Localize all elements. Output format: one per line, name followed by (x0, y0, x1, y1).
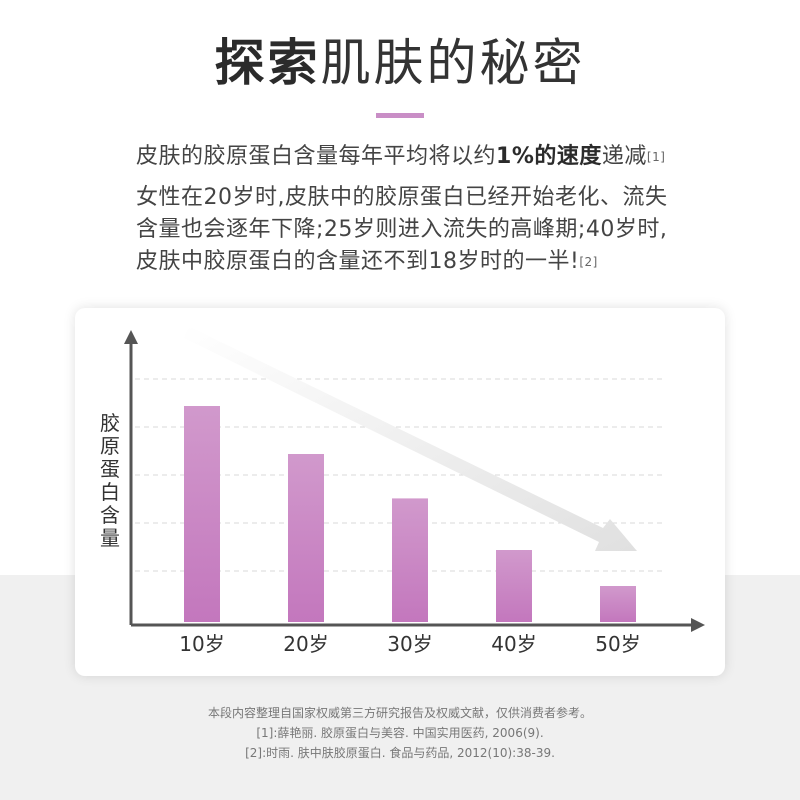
x-tick-label: 50岁 (595, 632, 640, 656)
x-tick-label: 20岁 (283, 632, 328, 656)
y-axis-label-char: 蛋 (100, 457, 120, 481)
y-axis-label-char: 白 (100, 480, 120, 504)
y-axis-label-char: 量 (100, 526, 120, 550)
intro-paragraph-text: 女性在20岁时,皮肤中的胶原蛋白已经开始老化、流失含量也会逐年下降;25岁则进入… (136, 185, 668, 274)
x-tick-label: 30岁 (387, 632, 432, 656)
bar-10岁 (184, 406, 220, 622)
y-axis-arrowhead (124, 330, 138, 344)
x-tick-labels: 10岁 20岁 30岁 40岁 50岁 (179, 632, 640, 656)
bar-30岁 (392, 498, 428, 622)
intro-paragraph: 女性在20岁时,皮肤中的胶原蛋白已经开始老化、流失含量也会逐年下降;25岁则进入… (136, 182, 676, 278)
y-axis-label-char: 原 (100, 434, 120, 458)
bar-20岁 (288, 454, 324, 622)
intro-line-bold: 1%的速度 (496, 144, 602, 169)
intro-line-pre: 皮肤的胶原蛋白含量每年平均将以约 (136, 144, 497, 169)
chart-card: 10岁 20岁 30岁 40岁 50岁 胶原蛋白含量 (75, 308, 725, 676)
intro-line: 皮肤的胶原蛋白含量每年平均将以约1%的速度递减[1] (136, 143, 676, 171)
title-light: 肌肤的秘密 (320, 34, 586, 92)
footer-ref-2: [2]:时雨. 肤中肤胶原蛋白. 食品与药品, 2012(10):38-39. (245, 746, 555, 760)
title-bold: 探索 (214, 34, 321, 92)
y-axis-label-char: 胶 (100, 411, 120, 435)
y-axis-label-char: 含 (100, 503, 120, 527)
footer-ref-1: [1]:薛艳丽. 胶原蛋白与美容. 中国实用医药, 2006(9). (256, 726, 544, 740)
intro-line-post: 递减 (601, 144, 647, 169)
bar-50岁 (600, 586, 636, 622)
bar-chart: 10岁 20岁 30岁 40岁 50岁 胶原蛋白含量 (100, 326, 705, 656)
footer-note: 本段内容整理自国家权威第三方研究报告及权威文献，仅供消费者参考。 (207, 706, 592, 720)
intro-ref-2: [2] (579, 255, 598, 269)
x-tick-label: 40岁 (491, 632, 536, 656)
bar-40岁 (496, 550, 532, 622)
axes (124, 330, 705, 632)
x-axis-arrowhead (691, 618, 705, 632)
x-tick-label: 10岁 (179, 632, 224, 656)
page-title: 探索肌肤的秘密 (0, 28, 800, 98)
title-underline (376, 113, 424, 118)
bars (184, 406, 636, 622)
trend-arrow (184, 326, 637, 551)
y-axis-label: 胶原蛋白含量 (100, 411, 120, 550)
intro-ref-1: [1] (646, 150, 666, 164)
